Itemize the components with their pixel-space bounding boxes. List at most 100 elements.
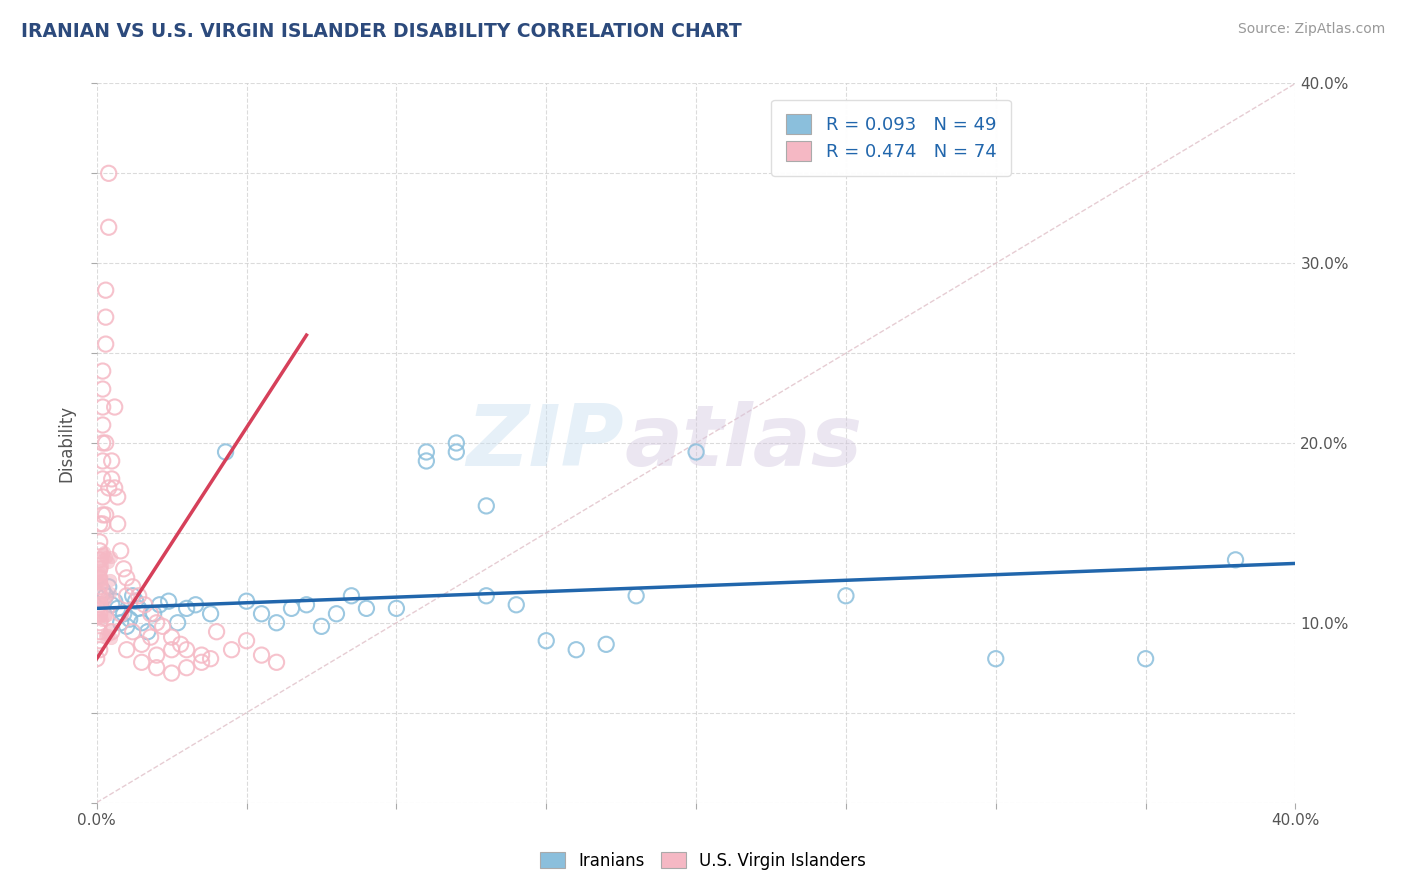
Point <box>250 648 273 662</box>
Point <box>190 655 212 669</box>
Point <box>91 600 114 615</box>
Text: atlas: atlas <box>624 401 862 484</box>
Point <box>984 651 1007 665</box>
Point <box>98 598 121 612</box>
Point <box>131 655 153 669</box>
Point <box>86 651 108 665</box>
Point <box>107 490 129 504</box>
Point <box>100 454 122 468</box>
Point <box>97 166 120 180</box>
Point <box>100 574 122 589</box>
Point <box>266 655 288 669</box>
Point <box>89 607 111 621</box>
Point <box>160 630 183 644</box>
Point <box>89 562 111 576</box>
Point <box>115 571 138 585</box>
Point <box>595 637 617 651</box>
Point <box>157 594 180 608</box>
Point <box>93 591 115 605</box>
Point <box>94 337 117 351</box>
Point <box>311 619 333 633</box>
Point <box>221 642 243 657</box>
Point <box>94 283 117 297</box>
Point <box>98 595 121 609</box>
Point <box>104 594 127 608</box>
Point <box>100 598 122 612</box>
Point <box>89 591 111 605</box>
Point <box>97 583 120 598</box>
Point <box>89 553 111 567</box>
Text: Source: ZipAtlas.com: Source: ZipAtlas.com <box>1237 22 1385 37</box>
Point <box>91 508 114 522</box>
Point <box>87 621 110 635</box>
Point <box>100 602 122 616</box>
Point <box>94 310 117 325</box>
Point <box>685 445 707 459</box>
Point <box>166 615 188 630</box>
Point <box>385 601 408 615</box>
Point <box>235 633 257 648</box>
Point <box>90 548 112 562</box>
Point <box>145 661 167 675</box>
Point <box>89 620 111 634</box>
Point <box>115 642 138 657</box>
Point <box>89 534 111 549</box>
Point <box>100 592 122 607</box>
Point <box>91 417 114 432</box>
Point <box>131 637 153 651</box>
Point <box>128 589 150 603</box>
Point <box>295 598 318 612</box>
Point <box>250 607 273 621</box>
Point <box>415 454 437 468</box>
Point <box>1135 651 1157 665</box>
Point <box>139 607 162 621</box>
Point <box>152 619 174 633</box>
Point <box>91 472 114 486</box>
Point <box>97 220 120 235</box>
Y-axis label: Disability: Disability <box>58 404 75 482</box>
Point <box>110 615 132 630</box>
Point <box>104 481 127 495</box>
Point <box>93 573 115 587</box>
Point <box>145 648 167 662</box>
Point <box>266 615 288 630</box>
Point <box>142 607 165 621</box>
Point <box>87 591 110 606</box>
Point <box>356 601 378 615</box>
Point <box>169 637 191 651</box>
Point <box>139 630 162 644</box>
Point <box>104 400 127 414</box>
Point <box>565 642 588 657</box>
Point <box>100 624 122 639</box>
Point <box>89 571 111 585</box>
Point <box>89 544 111 558</box>
Point <box>94 589 117 603</box>
Point <box>96 617 118 632</box>
Point <box>176 601 198 615</box>
Point <box>110 607 132 621</box>
Point <box>98 581 121 595</box>
Point <box>91 547 114 561</box>
Point <box>112 607 135 621</box>
Point <box>100 472 122 486</box>
Point <box>97 618 120 632</box>
Point <box>115 589 138 603</box>
Point <box>1225 553 1247 567</box>
Point <box>89 600 111 615</box>
Point <box>200 607 222 621</box>
Point <box>93 607 115 622</box>
Point <box>145 615 167 630</box>
Point <box>121 589 143 603</box>
Point <box>91 490 114 504</box>
Text: IRANIAN VS U.S. VIRGIN ISLANDER DISABILITY CORRELATION CHART: IRANIAN VS U.S. VIRGIN ISLANDER DISABILI… <box>21 22 742 41</box>
Point <box>89 580 111 594</box>
Point <box>190 648 212 662</box>
Point <box>115 619 138 633</box>
Point <box>93 554 115 568</box>
Point <box>96 593 118 607</box>
Point <box>91 516 114 531</box>
Point <box>325 607 347 621</box>
Point <box>89 642 111 657</box>
Point <box>176 661 198 675</box>
Point <box>107 601 129 615</box>
